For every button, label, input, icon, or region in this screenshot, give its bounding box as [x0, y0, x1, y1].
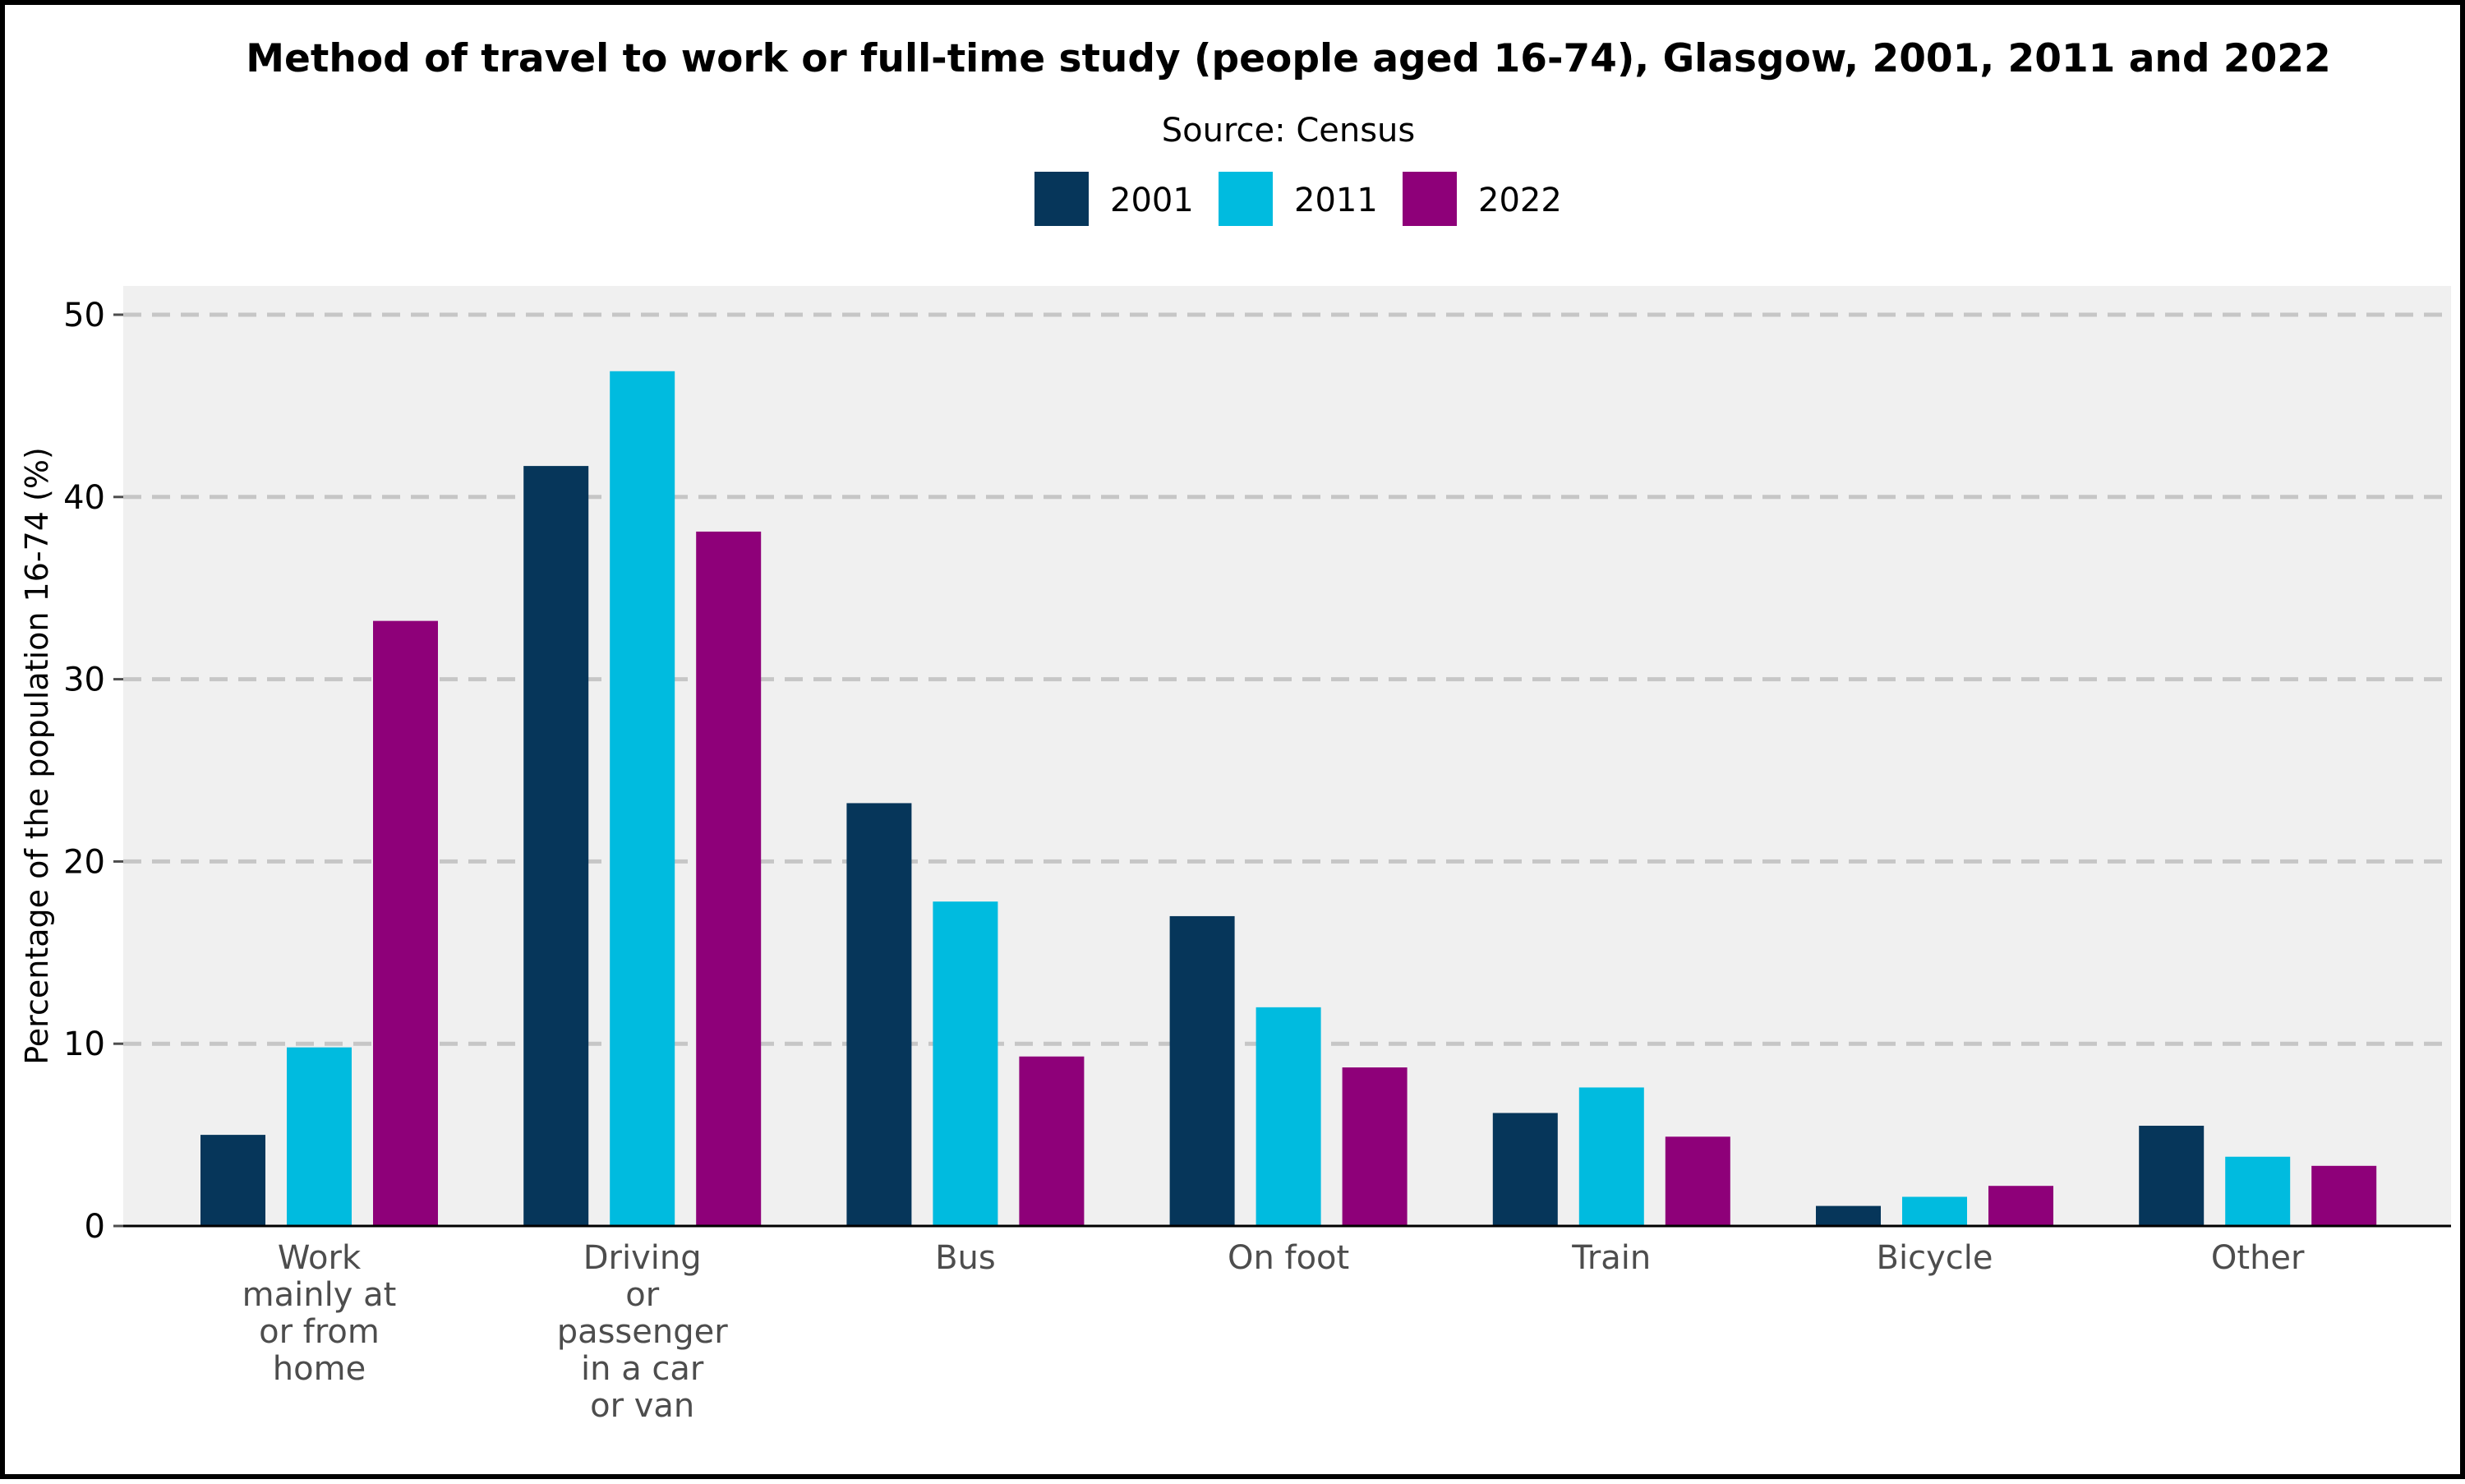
bar-2001-3	[1169, 915, 1235, 1226]
y-axis-title: Percentage of the population 16-74 (%)	[19, 447, 55, 1065]
x-tick-label-line: Bus	[935, 1239, 996, 1277]
bars	[200, 371, 2377, 1226]
legend-key-2011	[1219, 172, 1273, 226]
bar-2011-2	[933, 901, 998, 1226]
x-tick-label: Bus	[935, 1239, 996, 1277]
x-tick-label-line: in a car	[581, 1350, 704, 1388]
legend-label: 2001	[1110, 182, 1194, 219]
bar-2011-3	[1256, 1007, 1321, 1226]
x-tick-label-line: Train	[1571, 1239, 1651, 1277]
x-tick-label-line: Bicycle	[1877, 1239, 1993, 1277]
x-tick-label: On foot	[1228, 1239, 1349, 1277]
bar-2022-3	[1342, 1067, 1408, 1226]
bar-2011-0	[287, 1047, 352, 1226]
x-tick-label: Bicycle	[1877, 1239, 1993, 1277]
chart-svg: Method of travel to work or full-time st…	[19, 36, 2451, 1425]
x-tick-label-line: Work	[278, 1239, 362, 1277]
x-tick-label-line: or	[625, 1276, 659, 1314]
x-tick-label-line: Other	[2211, 1239, 2305, 1277]
bar-2001-1	[523, 466, 589, 1226]
y-tick-label: 0	[85, 1208, 105, 1246]
x-tick-label-line: or from	[259, 1313, 380, 1351]
y-tick-label: 10	[63, 1025, 105, 1063]
x-tick-label: Work mainly at or from home	[242, 1239, 397, 1388]
bar-2001-2	[846, 803, 912, 1226]
y-tick-label: 30	[63, 661, 105, 699]
x-tick-label-line: On foot	[1228, 1239, 1349, 1277]
bar-2022-1	[696, 531, 762, 1226]
chart-legend: 2001 2011 2022	[1034, 172, 1562, 226]
legend-key-2001	[1034, 172, 1089, 226]
x-tick-label: Other	[2211, 1239, 2305, 1277]
bar-2001-5	[1816, 1205, 1881, 1226]
x-tick-label: Train	[1571, 1239, 1651, 1277]
y-tick-label: 50	[63, 297, 105, 334]
bar-2011-6	[2225, 1156, 2291, 1226]
y-axis-ticks: 0 10 20 30 40 50	[63, 297, 123, 1246]
x-tick-label-line: passenger	[557, 1313, 729, 1351]
chart-subtitle: Source: Census	[1162, 112, 1416, 150]
bar-2022-2	[1019, 1056, 1085, 1226]
x-axis-ticks: Work mainly at or from home Driving or passeng…	[242, 1239, 2305, 1425]
legend-key-2022	[1403, 172, 1457, 226]
x-tick-label-line: Driving	[583, 1239, 702, 1277]
y-tick-label: 20	[63, 843, 105, 881]
bar-2011-5	[1902, 1196, 1967, 1226]
bar-2011-1	[610, 371, 675, 1226]
bar-2001-0	[200, 1135, 265, 1226]
bar-2022-6	[2311, 1165, 2377, 1226]
legend-label: 2022	[1478, 182, 1562, 219]
bar-2022-4	[1665, 1136, 1730, 1226]
bar-2022-5	[1988, 1186, 2053, 1226]
bar-2022-0	[373, 620, 438, 1226]
x-tick-label-line: home	[273, 1350, 366, 1388]
bar-2011-4	[1578, 1087, 1644, 1226]
chart-title: Method of travel to work or full-time st…	[246, 36, 2330, 81]
bar-2001-6	[2139, 1126, 2205, 1226]
gridlines	[123, 312, 2451, 1046]
legend-label: 2011	[1294, 182, 1378, 219]
x-tick-label-line: mainly at	[242, 1276, 397, 1314]
bar-2001-4	[1492, 1113, 1558, 1226]
y-tick-label: 40	[63, 479, 105, 517]
x-tick-label: Driving or passenger in a car or van	[557, 1239, 729, 1425]
x-tick-label-line: or van	[590, 1387, 694, 1425]
